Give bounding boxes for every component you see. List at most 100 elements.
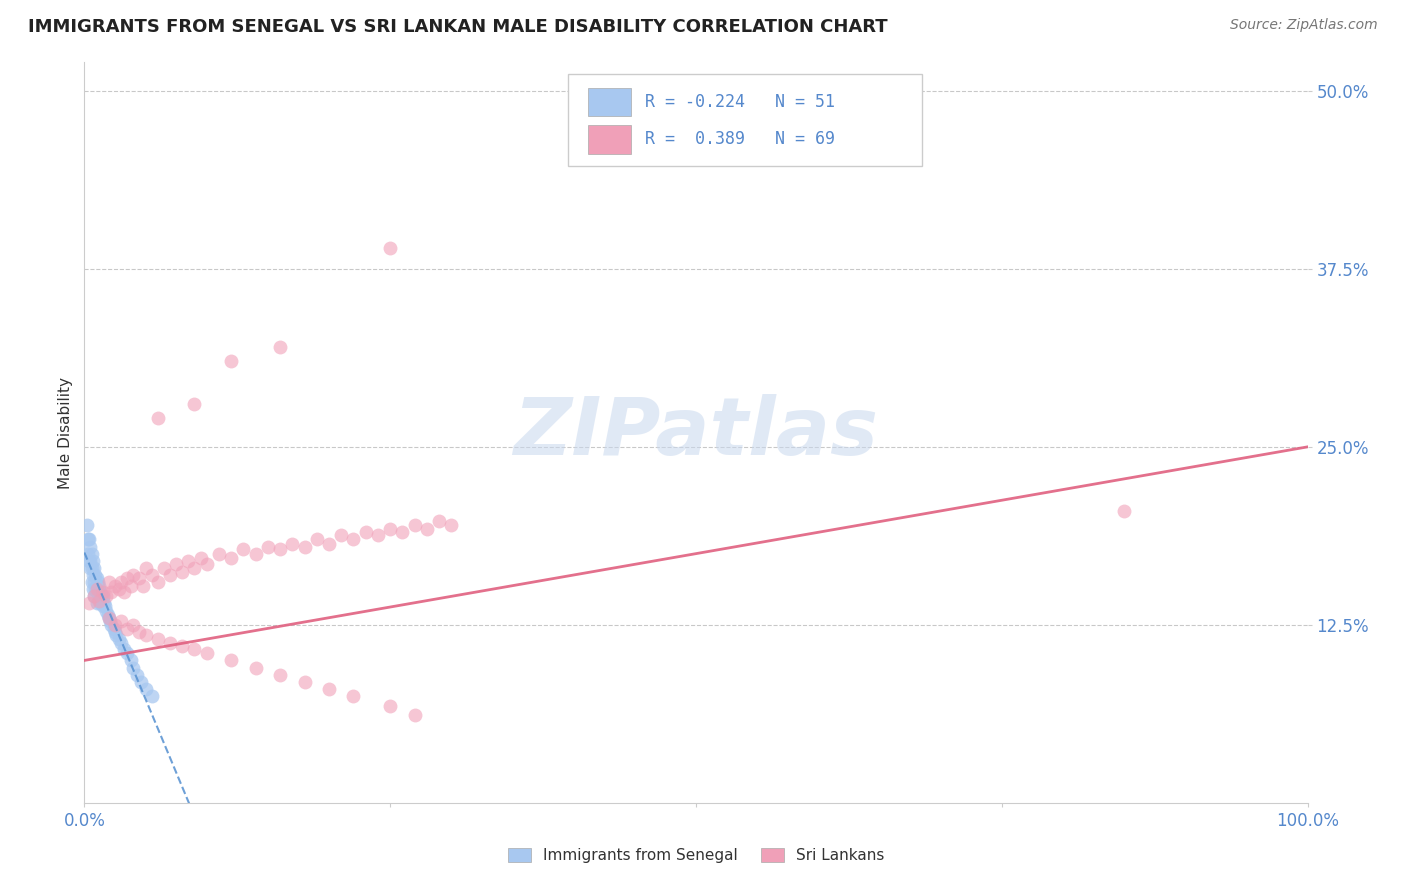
Point (122, 568, 145, 582)
Point (219, 653, 242, 667)
Point (89, 585, 111, 599)
Point (159, 568, 181, 582)
Point (120, 653, 142, 667)
Point (257, 540, 280, 554)
Point (107, 632, 129, 646)
Point (177, 554, 200, 568)
Point (135, 561, 157, 575)
Point (294, 540, 316, 554)
Point (269, 667, 291, 681)
Point (183, 642, 205, 657)
FancyBboxPatch shape (568, 73, 922, 166)
Point (146, 632, 169, 646)
Point (82, 582, 104, 597)
Point (89, 597, 111, 611)
Point (122, 660, 145, 674)
Point (245, 660, 267, 674)
Point (86, 571, 108, 585)
Point (110, 575, 132, 590)
Point (84, 582, 107, 597)
Point (83, 590, 105, 604)
Point (380, 240, 402, 255)
Point (91, 599, 114, 614)
Point (416, 523, 439, 537)
Text: R =  0.389   N = 69: R = 0.389 N = 69 (644, 130, 835, 148)
Point (98, 614, 121, 628)
Point (87, 585, 110, 599)
Point (112, 585, 135, 599)
Point (305, 533, 328, 547)
Point (129, 674, 152, 689)
Point (354, 525, 377, 540)
Point (87, 590, 110, 604)
Point (86, 582, 108, 597)
Point (104, 617, 127, 632)
Point (269, 340, 291, 354)
Point (190, 550, 212, 565)
Point (404, 518, 426, 533)
Point (96, 590, 118, 604)
Point (79, 540, 101, 554)
Point (342, 689, 364, 703)
Point (183, 561, 205, 575)
Point (97, 575, 120, 590)
Point (146, 411, 169, 425)
Point (141, 568, 163, 582)
Point (128, 624, 150, 639)
Point (195, 557, 218, 571)
Point (219, 550, 242, 565)
Text: Source: ZipAtlas.com: Source: ZipAtlas.com (1230, 18, 1378, 32)
Point (80, 547, 103, 561)
Point (77, 533, 100, 547)
Point (245, 547, 267, 561)
Point (104, 624, 127, 639)
Point (330, 528, 353, 542)
Point (115, 571, 138, 585)
Y-axis label: Male Disability: Male Disability (58, 376, 73, 489)
Point (76, 518, 98, 533)
Point (107, 582, 129, 597)
Point (90, 590, 112, 604)
Point (172, 639, 194, 653)
Point (427, 514, 450, 528)
Text: R = -0.224   N = 51: R = -0.224 N = 51 (644, 94, 835, 112)
Point (165, 557, 187, 571)
Point (159, 636, 181, 650)
Point (93, 597, 115, 611)
Point (83, 590, 105, 604)
Point (96, 604, 118, 618)
Point (87, 593, 110, 607)
Point (115, 646, 138, 660)
Point (132, 579, 155, 593)
Point (391, 525, 413, 540)
Point (83, 561, 105, 575)
Point (79, 554, 101, 568)
Point (91, 590, 114, 604)
Point (79, 561, 101, 575)
Point (83, 575, 105, 590)
FancyBboxPatch shape (588, 88, 631, 117)
Point (86, 585, 108, 599)
Point (80, 575, 103, 590)
Point (77, 533, 100, 547)
Point (97, 607, 120, 622)
Point (153, 561, 176, 575)
Point (318, 681, 340, 696)
Point (100, 585, 122, 599)
Point (125, 667, 148, 681)
Point (87, 579, 110, 593)
Point (367, 528, 389, 542)
Point (77, 597, 100, 611)
Point (342, 533, 364, 547)
Point (1114, 504, 1136, 518)
FancyBboxPatch shape (588, 126, 631, 153)
Point (440, 518, 463, 533)
Point (146, 575, 169, 590)
Text: IMMIGRANTS FROM SENEGAL VS SRI LANKAN MALE DISABILITY CORRELATION CHART: IMMIGRANTS FROM SENEGAL VS SRI LANKAN MA… (28, 18, 887, 36)
Point (97, 610, 120, 624)
Point (104, 579, 127, 593)
Point (110, 636, 132, 650)
Point (77, 554, 100, 568)
Point (105, 628, 128, 642)
Point (380, 698, 402, 713)
